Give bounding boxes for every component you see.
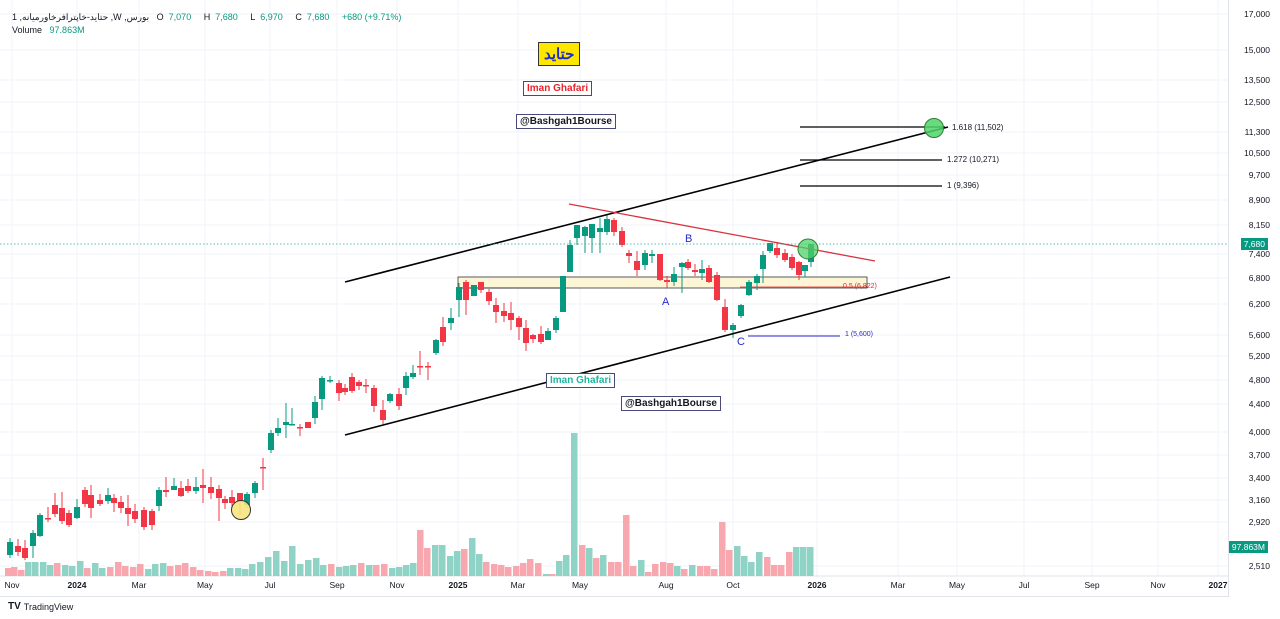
volume-tag: 97.863M bbox=[1228, 541, 1268, 553]
x-tick-label: 2026 bbox=[807, 580, 827, 590]
last-price-tag: 7,680 bbox=[1240, 238, 1268, 250]
x-tick-label: Jul bbox=[1018, 580, 1030, 590]
x-tick-label: Mar bbox=[890, 580, 906, 590]
wave-b-label: B bbox=[685, 233, 693, 245]
y-tick-label: 10,500 bbox=[1244, 148, 1270, 158]
x-tick-label: Sep bbox=[329, 580, 345, 590]
fib-1-label: 1 (9,396) bbox=[947, 181, 980, 190]
x-tick-label: Mar bbox=[131, 580, 147, 590]
price-chart[interactable] bbox=[0, 0, 1228, 596]
y-tick-label: 15,000 bbox=[1244, 45, 1270, 55]
x-tick-label: May bbox=[948, 580, 966, 590]
x-tick-label: Sep bbox=[1084, 580, 1100, 590]
wave-a-label: A bbox=[662, 296, 670, 308]
low-value: 6,970 bbox=[260, 12, 283, 22]
y-tick-label: 5,200 bbox=[1248, 351, 1270, 361]
chart-frame bbox=[0, 0, 1229, 597]
volume-label: Volume bbox=[12, 25, 43, 35]
breakout-marker-icon bbox=[797, 238, 819, 260]
chart-legend: 1 ,حتاید-خاپترافرخاورمیانه ,W ,بورس O 7,0… bbox=[12, 11, 406, 37]
tradingview-brand: TradingView bbox=[23, 601, 74, 612]
y-tick-label: 17,000 bbox=[1244, 9, 1270, 19]
y-tick-label: 3,700 bbox=[1248, 450, 1270, 460]
fib-1272-label: 1.272 (10,271) bbox=[947, 155, 1000, 164]
x-tick-label: Nov bbox=[389, 580, 405, 590]
fib-1618-label: 1.618 (11,502) bbox=[952, 123, 1004, 132]
x-tick-label: 2025 bbox=[448, 580, 468, 590]
channel-label-mid: @Bashgah1Bourse bbox=[621, 396, 721, 411]
channel-label-top: @Bashgah1Bourse bbox=[516, 114, 616, 129]
x-tick-label: Aug bbox=[658, 580, 674, 590]
x-tick-label: May bbox=[571, 580, 589, 590]
y-tick-label: 5,600 bbox=[1248, 330, 1270, 340]
symbol-label: 1 ,حتاید-خاپترافرخاورمیانه ,W ,بورس bbox=[12, 12, 150, 22]
y-tick-label: 9,700 bbox=[1248, 170, 1270, 180]
volume-value: 97.863M bbox=[49, 25, 85, 35]
author-label-top: Iman Ghafari bbox=[523, 81, 593, 96]
y-tick-label: 3,400 bbox=[1248, 473, 1270, 483]
y-tick-label: 11,300 bbox=[1244, 127, 1270, 137]
fib-c-label: 1 (5,600) bbox=[845, 331, 874, 338]
y-tick-label: 2,920 bbox=[1248, 517, 1270, 527]
y-tick-label: 6,800 bbox=[1248, 273, 1270, 283]
y-tick-label: 6,200 bbox=[1248, 299, 1270, 309]
x-tick-label: May bbox=[196, 580, 214, 590]
y-tick-label: 8,900 bbox=[1248, 195, 1270, 205]
open-value: 7,070 bbox=[168, 12, 192, 22]
high-value: 7,680 bbox=[215, 12, 238, 22]
high-label: H bbox=[203, 12, 211, 22]
y-tick-label: 2,510 bbox=[1248, 561, 1270, 571]
y-tick-label: 4,800 bbox=[1248, 375, 1270, 385]
close-label: C bbox=[295, 12, 302, 22]
y-tick-label: 7,400 bbox=[1248, 249, 1270, 259]
bottom-marker-icon bbox=[231, 500, 251, 520]
tradingview-logo-icon: TV bbox=[8, 601, 21, 612]
author-label-mid: Iman Ghafari bbox=[546, 373, 616, 388]
y-tick-label: 4,400 bbox=[1248, 399, 1270, 409]
ticker-box: حتاید bbox=[538, 42, 581, 66]
target-marker-icon bbox=[924, 118, 944, 138]
y-tick-label: 3,160 bbox=[1248, 495, 1270, 505]
tradingview-footer[interactable]: TV TradingView bbox=[8, 601, 73, 612]
x-tick-label: Mar bbox=[510, 580, 526, 590]
x-tick-label: Nov bbox=[1150, 580, 1166, 590]
open-label: O bbox=[156, 12, 164, 22]
wave-c-label: C bbox=[737, 336, 745, 348]
x-tick-label: 2027 bbox=[1208, 580, 1228, 590]
y-tick-label: 8,150 bbox=[1248, 220, 1270, 230]
fib-05-label: 0.5 (6,822) bbox=[843, 283, 877, 290]
change-value: +680 (+9.71%) bbox=[341, 12, 402, 22]
y-tick-label: 13,500 bbox=[1244, 75, 1270, 85]
y-tick-label: 12,500 bbox=[1244, 97, 1270, 107]
x-tick-label: Jul bbox=[264, 580, 276, 590]
x-tick-label: Nov bbox=[4, 580, 20, 590]
x-tick-label: 2024 bbox=[67, 580, 87, 590]
close-value: 7,680 bbox=[306, 12, 330, 22]
y-tick-label: 4,000 bbox=[1248, 427, 1270, 437]
x-tick-label: Oct bbox=[726, 580, 740, 590]
low-label: L bbox=[250, 12, 256, 22]
